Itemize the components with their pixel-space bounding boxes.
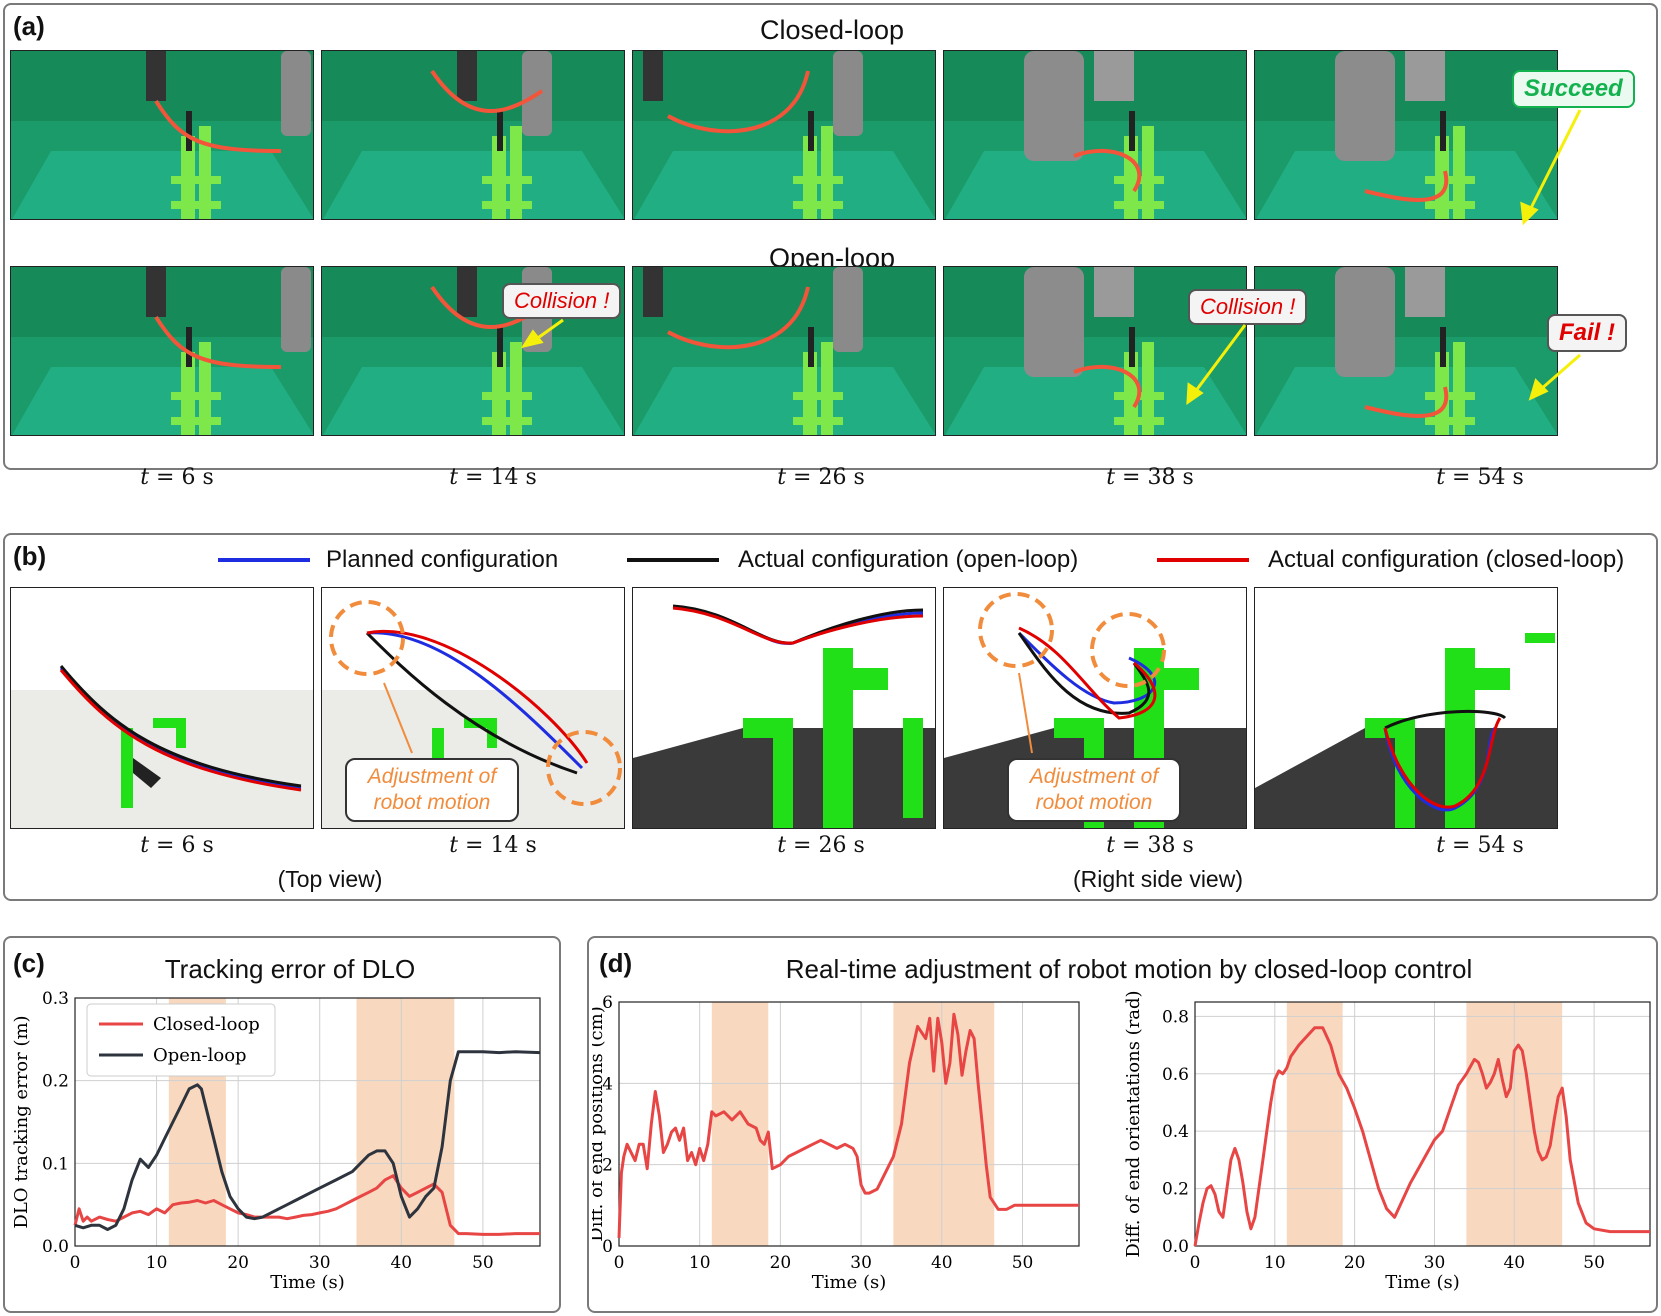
x-tick-label: 20 [227, 1253, 249, 1273]
panel-a-tag: (a) [13, 11, 45, 41]
x-tick-label: 40 [1503, 1253, 1525, 1273]
adjustment-callout-1: Adjustment of robot motion [345, 758, 519, 822]
y-tick-label: 4 [602, 1074, 613, 1094]
adjustment-callout-2: Adjustment of robot motion [1007, 758, 1181, 822]
legend-planned-line [218, 558, 310, 562]
legend-closed-label: Actual configuration (closed-loop) [1268, 546, 1625, 573]
sim-view-3 [632, 587, 936, 829]
y-tick-label: 2 [602, 1156, 613, 1176]
chart-c-title: Tracking error of DLO [164, 954, 416, 984]
y-tick-label: 0 [602, 1237, 613, 1257]
time-label-b1: t = 6 s [140, 833, 214, 858]
chart-d2: 0 10 20 30 40 50 0.0 0.2 0.4 0.6 0.8 Time (s) Diff. … [1125, 990, 1651, 1293]
y-tick-label: 0.1 [42, 1154, 69, 1174]
plot-frame [618, 1001, 1080, 1247]
y-tick-label: 0.0 [1162, 1237, 1189, 1257]
series-line-1 [617, 1012, 1079, 1238]
x-tick-label: 50 [1012, 1253, 1034, 1273]
legend-box [86, 1003, 276, 1077]
x-tick-label: 40 [390, 1253, 412, 1273]
y-axis-label: DLO tracking error (m) [11, 1015, 32, 1228]
legend-planned-label: Planned configuration [326, 546, 559, 573]
closed-loop-title: Closed-loop [759, 15, 905, 45]
collision-callout-1: Collision ! [502, 283, 622, 319]
sim-view-1 [10, 587, 314, 829]
time-label-b2: t = 14 s [449, 833, 537, 858]
time-label-a5: t = 54 s [1436, 465, 1524, 490]
panel-c: (c) Tracking error of DLO [3, 936, 561, 1313]
chart-d1: 0 10 20 30 40 50 0 2 4 6 Time (s) Diff. of end posi… [592, 993, 1080, 1293]
open-loop-photo-2 [321, 266, 625, 436]
panel-b-tag: (b) [13, 541, 47, 571]
x-axis-label: Time (s) [270, 1272, 345, 1293]
chart-c: 0 10 20 30 40 50 0.0 0.1 0.2 0.3 Time (s) DLO track… [11, 990, 541, 1293]
closed-loop-photo-5 [1254, 50, 1558, 220]
time-label-b4: t = 38 s [1106, 833, 1194, 858]
closed-loop-photo-2 [321, 50, 625, 220]
x-tick-label: 50 [1583, 1253, 1605, 1273]
y-tick-label: 0.0 [42, 1237, 69, 1257]
time-label-b3: t = 26 s [777, 833, 865, 858]
y-axis-label: Diff. of end orientations (rad) [1125, 990, 1144, 1257]
x-tick-label: 30 [1424, 1253, 1446, 1273]
legend-label: Open-loop [153, 1045, 247, 1066]
x-tick-label: 30 [850, 1253, 872, 1273]
legend-label: Closed-loop [153, 1014, 260, 1035]
legend-open-line [627, 558, 719, 562]
panel-c-tag: (c) [13, 948, 45, 978]
time-label-a2: t = 14 s [449, 465, 537, 490]
arrow-overlay-a [520, 109, 1582, 405]
open-loop-photo-3 [632, 266, 936, 436]
open-loop-photo-1 [10, 266, 314, 436]
side-view-label: (Right side view) [1073, 866, 1243, 892]
legend-closed-line [1157, 558, 1249, 562]
y-tick-label: 0.4 [1162, 1122, 1189, 1142]
top-view-label: (Top view) [277, 866, 383, 892]
y-tick-label: 0.2 [1162, 1180, 1189, 1200]
x-tick-label: 0 [70, 1253, 81, 1273]
y-tick-label: 0.3 [42, 990, 69, 1009]
panel-d-tag: (d) [599, 948, 633, 978]
series-line-openloop [74, 1050, 541, 1231]
time-label-a3: t = 26 s [777, 465, 865, 490]
fail-callout: Fail ! [1547, 314, 1628, 352]
shaded-region-2 [893, 1002, 995, 1246]
shaded-region-1 [711, 1002, 769, 1246]
y-tick-label: 0.2 [42, 1072, 69, 1092]
x-tick-label: 30 [309, 1253, 331, 1273]
closed-loop-photo-3 [632, 50, 936, 220]
sim-view-5 [1254, 587, 1558, 829]
time-label-a1: t = 6 s [140, 465, 214, 490]
x-axis-label: Time (s) [1385, 1272, 1460, 1293]
closed-loop-photo-4 [943, 50, 1247, 220]
x-tick-label: 10 [689, 1253, 711, 1273]
series-line-1 [1193, 1026, 1650, 1247]
shaded-region-1 [1286, 1002, 1343, 1246]
x-tick-label: 0 [614, 1253, 625, 1273]
chart-d-title: Real-time adjustment of robot motion by … [785, 954, 1473, 984]
x-tick-label: 20 [770, 1253, 792, 1273]
x-tick-label: 10 [1264, 1253, 1286, 1273]
x-tick-label: 50 [472, 1253, 494, 1273]
y-tick-label: 0.6 [1162, 1065, 1189, 1085]
legend-open-label: Actual configuration (open-loop) [738, 546, 1079, 573]
plot-frame [1194, 1001, 1651, 1247]
x-tick-label: 10 [146, 1253, 168, 1273]
y-tick-label: 6 [602, 993, 613, 1013]
x-tick-label: 0 [1190, 1253, 1201, 1273]
time-label-b5: t = 54 s [1436, 833, 1524, 858]
series-line-closedloop [73, 1174, 540, 1236]
collision-callout-2: Collision ! [1188, 289, 1308, 325]
time-label-a4: t = 38 s [1106, 465, 1194, 490]
y-tick-label: 0.8 [1162, 1007, 1189, 1027]
plot-frame [74, 997, 541, 1247]
x-axis-label: Time (s) [812, 1272, 887, 1293]
x-tick-label: 20 [1344, 1253, 1366, 1273]
succeed-callout: Succeed [1512, 70, 1635, 108]
y-axis-label: Diff. of end positions (cm) [592, 1006, 607, 1241]
closed-loop-photo-1 [10, 50, 314, 220]
x-tick-label: 40 [931, 1253, 953, 1273]
